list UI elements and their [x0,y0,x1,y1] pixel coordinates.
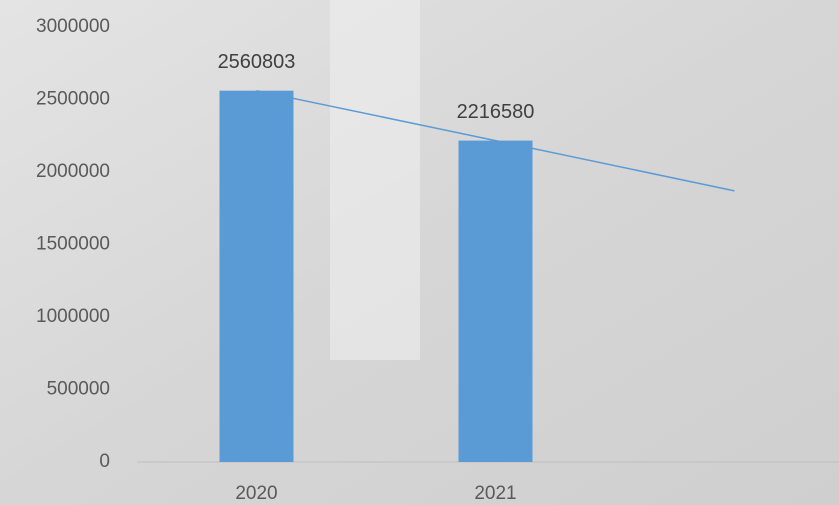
y-tick-label: 1500000 [36,234,110,255]
bar [219,90,294,462]
x-tick-label: 2020 [235,483,277,504]
trendline [256,89,735,192]
data-label: 2216580 [457,101,535,123]
data-label: 2560803 [218,51,296,73]
y-tick-label: 500000 [47,379,110,400]
bar [458,140,533,463]
y-tick-label: 2500000 [36,89,110,110]
x-tick-label: 2021 [474,483,516,504]
y-tick-label: 0 [99,451,110,472]
y-tick-label: 2000000 [36,161,110,182]
background-tree [330,0,420,360]
y-tick-label: 3000000 [36,16,110,37]
y-tick-label: 1000000 [36,306,110,327]
